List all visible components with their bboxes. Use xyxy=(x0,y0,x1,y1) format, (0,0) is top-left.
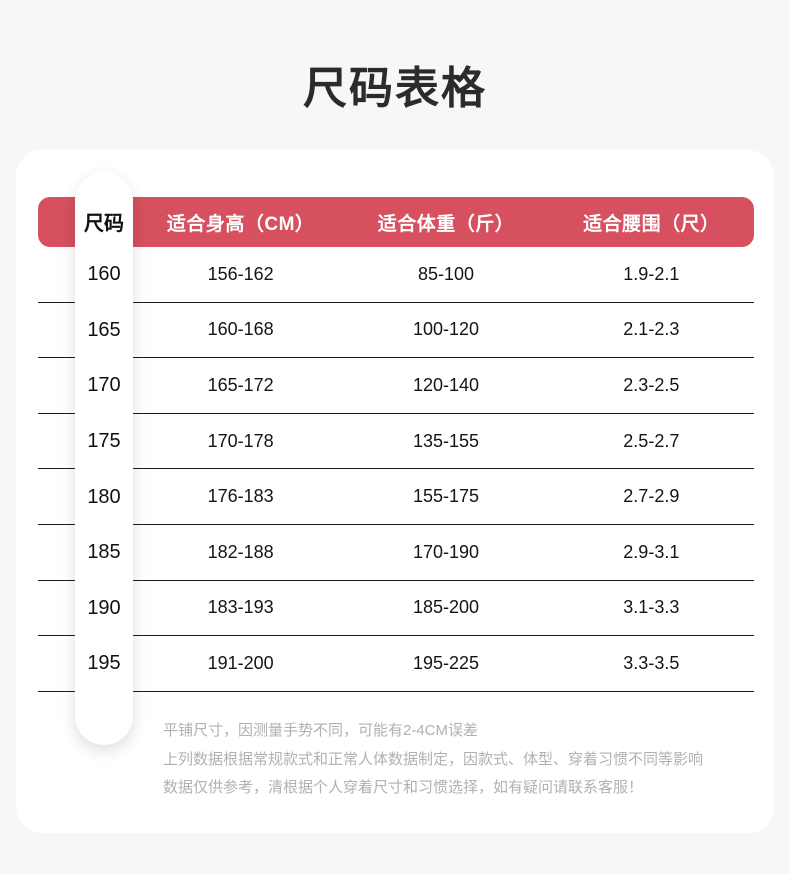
table-row: 165-172 120-140 2.3-2.5 xyxy=(38,358,754,414)
weight-cell: 100-120 xyxy=(412,319,480,340)
note-line: 上列数据根据常规款式和正常人体数据制定，因款式、体型、穿着习惯不同等影响 xyxy=(163,750,704,768)
table-row: 160-168 100-120 2.1-2.3 xyxy=(38,303,754,359)
table-row: 182-188 170-190 2.9-3.1 xyxy=(38,525,754,581)
waist-cell: 2.9-3.1 xyxy=(623,541,680,562)
waist-cell: 2.7-2.9 xyxy=(623,486,680,507)
size-label: 185 xyxy=(87,541,121,564)
weight-cell: 185-200 xyxy=(412,597,480,618)
height-cell: 165-172 xyxy=(207,374,274,395)
weight-cell: 135-155 xyxy=(412,430,480,451)
table-row: 176-183 155-175 2.7-2.9 xyxy=(38,469,754,525)
column-header-weight: 适合体重（斤） xyxy=(377,213,515,235)
page-title: 尺码表格 xyxy=(303,64,487,113)
table-header-bar: 适合身高（CM） 适合体重（斤） 适合腰围（尺） xyxy=(38,197,754,247)
table-row: 156-162 85-100 1.9-2.1 xyxy=(38,247,754,303)
size-label: 165 xyxy=(87,318,121,341)
height-cell: 156-162 xyxy=(207,263,274,284)
waist-cell: 1.9-2.1 xyxy=(623,263,680,284)
size-label: 175 xyxy=(87,430,121,453)
table-row: 170-178 135-155 2.5-2.7 xyxy=(38,414,754,470)
disclaimer-notes: 平铺尺寸，因测量手势不同，可能有2-4CM误差 上列数据根据常规款式和正常人体数… xyxy=(163,717,703,803)
size-label: 190 xyxy=(87,596,121,619)
waist-cell: 2.5-2.7 xyxy=(623,430,680,451)
bottom-divider xyxy=(0,874,790,879)
waist-cell: 3.1-3.3 xyxy=(623,597,680,618)
height-cell: 170-178 xyxy=(207,430,274,451)
size-label: 195 xyxy=(87,652,121,675)
column-header-waist: 适合腰围（尺） xyxy=(583,213,720,235)
waist-cell: 2.1-2.3 xyxy=(623,319,680,340)
column-header-height: 适合身高（CM） xyxy=(166,213,315,235)
size-label: 160 xyxy=(87,263,121,286)
size-label: 170 xyxy=(87,374,121,397)
size-label: 180 xyxy=(87,485,121,508)
weight-cell: 120-140 xyxy=(412,374,480,395)
weight-cell: 85-100 xyxy=(417,263,475,284)
weight-cell: 170-190 xyxy=(412,541,480,562)
height-cell: 176-183 xyxy=(207,486,274,507)
weight-cell: 195-225 xyxy=(412,652,480,673)
size-chart-card: 适合身高（CM） 适合体重（斤） 适合腰围（尺） 156-162 85-100 … xyxy=(16,150,774,833)
note-line: 数据仅供参考，清根据个人穿着尺寸和习惯选择，如有疑问请联系客服！ xyxy=(163,779,644,796)
height-cell: 191-200 xyxy=(207,652,274,673)
size-column-header: 尺码 xyxy=(84,213,124,235)
height-cell: 183-193 xyxy=(207,597,274,618)
waist-cell: 3.3-3.5 xyxy=(623,652,680,673)
height-cell: 160-168 xyxy=(207,319,274,340)
table-body: 156-162 85-100 1.9-2.1 160-168 100-120 2… xyxy=(38,247,754,692)
weight-cell: 155-175 xyxy=(412,486,480,507)
size-column-capsule: 尺码 160 165 170 175 180 185 190 195 xyxy=(75,172,133,745)
waist-cell: 2.3-2.5 xyxy=(623,374,680,395)
table-row: 183-193 185-200 3.1-3.3 xyxy=(38,581,754,637)
note-line: 平铺尺寸，因测量手势不同，可能有2-4CM误差 xyxy=(163,722,479,739)
height-cell: 182-188 xyxy=(207,541,274,562)
table-row: 191-200 195-225 3.3-3.5 xyxy=(38,636,754,692)
